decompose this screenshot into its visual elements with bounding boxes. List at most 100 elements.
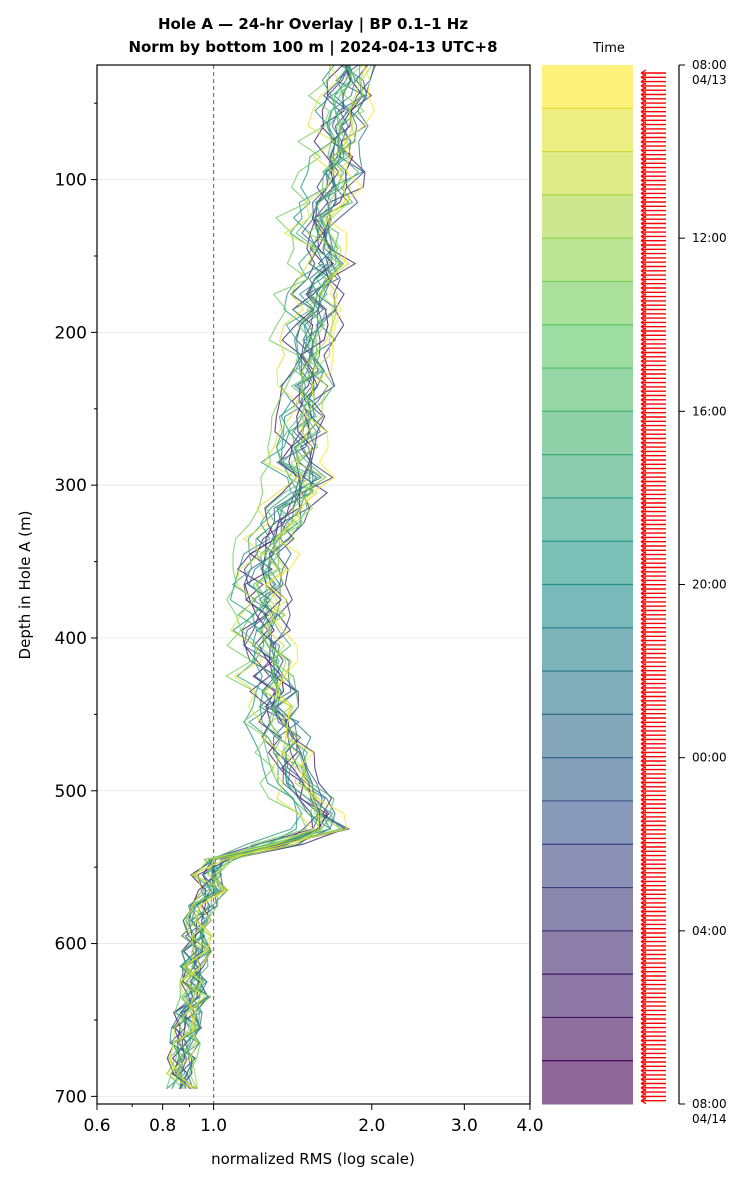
time-marker-arrow [640, 353, 647, 361]
time-marker-arrow [640, 804, 647, 812]
colorbar-time-markers [640, 69, 666, 1105]
time-marker-arrow [640, 400, 647, 408]
time-marker-arrow [640, 164, 647, 172]
time-marker-arrow [640, 250, 647, 258]
time-marker-arrow [640, 69, 647, 77]
time-marker-arrow [640, 1019, 647, 1027]
time-marker-arrow [640, 869, 647, 877]
time-marker-arrow [640, 155, 647, 163]
time-marker-arrow [640, 258, 647, 266]
time-marker-arrow [640, 839, 647, 847]
time-marker-arrow [640, 864, 647, 873]
time-marker-arrow [640, 895, 647, 903]
time-marker-arrow [640, 589, 647, 597]
time-marker-arrow [640, 662, 647, 670]
time-marker-arrow [640, 882, 647, 890]
time-marker-arrow [640, 890, 647, 898]
colorbar-band-21 [542, 930, 633, 975]
time-marker-arrow [640, 138, 647, 146]
time-marker-arrow [640, 1092, 647, 1100]
time-marker-arrow [640, 619, 647, 627]
time-marker-arrow [640, 1067, 647, 1075]
time-marker-arrow [640, 262, 647, 271]
time-marker-arrow [640, 611, 647, 619]
series-line-11 [166, 64, 375, 1090]
time-marker-arrow [640, 465, 647, 473]
colorbar-band-13 [542, 584, 633, 629]
colorbar-band-9 [542, 411, 633, 456]
time-marker-arrow [640, 90, 647, 99]
time-marker-arrow [640, 271, 647, 279]
colorbar-tick-label: 04/13 [692, 73, 727, 87]
colorbar-bands [542, 65, 633, 1105]
time-marker-arrow [640, 993, 647, 1002]
time-marker-arrow [640, 624, 647, 632]
time-marker-arrow [640, 142, 647, 150]
time-marker-arrow [640, 830, 647, 838]
time-marker-arrow [640, 1054, 647, 1062]
x-tick-label-1.0: 1.0 [200, 1116, 227, 1136]
time-marker-arrow [640, 688, 647, 696]
time-marker-arrow [640, 284, 647, 292]
time-marker-arrow [640, 340, 647, 348]
chart-title-line1: Hole A — 24-hr Overlay | BP 0.1–1 Hz [158, 15, 468, 34]
time-marker-arrow [640, 503, 647, 511]
time-marker-arrow [640, 520, 647, 529]
time-marker-arrow [640, 366, 647, 374]
colorbar-tick-label: 04:00 [692, 924, 727, 938]
time-marker-arrow [640, 1084, 647, 1092]
time-marker-arrow [640, 920, 647, 928]
time-marker-arrow [640, 1006, 647, 1014]
time-marker-arrow [640, 942, 647, 950]
time-marker-arrow [640, 275, 647, 283]
time-marker-arrow [640, 774, 647, 782]
time-marker-arrow [640, 787, 647, 795]
time-marker-arrow [640, 301, 647, 309]
time-marker-arrow [640, 912, 647, 920]
time-marker-arrow [640, 860, 647, 868]
time-marker-arrow [640, 873, 647, 881]
time-marker-arrow [640, 740, 647, 748]
time-marker-arrow [640, 950, 647, 959]
y-tick-label-300: 300 [55, 476, 87, 496]
time-marker-arrow [640, 714, 647, 722]
time-colorbar: Time 08:0004/1312:0016:0020:0000:0004:00… [542, 41, 727, 1126]
time-marker-arrow [640, 361, 647, 369]
y-axis-label: Depth in Hole A (m) [16, 511, 34, 660]
time-marker-arrow [640, 387, 647, 395]
time-marker-arrow [640, 417, 647, 425]
time-marker-arrow [640, 426, 647, 434]
time-marker-arrow [640, 705, 647, 713]
time-marker-arrow [640, 856, 647, 864]
time-marker-arrow [640, 103, 647, 111]
time-marker-arrow [640, 834, 647, 842]
colorbar-band-8 [542, 368, 633, 412]
series-line-18 [166, 64, 359, 1089]
time-marker-arrow [640, 344, 647, 352]
time-marker-arrow [640, 723, 647, 731]
time-marker-arrow [640, 972, 647, 980]
time-marker-arrow [640, 576, 647, 584]
time-marker-arrow [640, 473, 647, 481]
time-marker-arrow [640, 847, 647, 855]
time-marker-arrow [640, 542, 647, 550]
colorbar-title: Time [592, 41, 625, 56]
time-marker-arrow [640, 692, 647, 701]
time-marker-arrow [640, 529, 647, 537]
time-marker-arrow [640, 254, 647, 262]
time-marker-arrow [640, 602, 647, 610]
series-line-19 [179, 64, 331, 1089]
time-marker-arrow [640, 933, 647, 941]
time-marker-arrow [640, 533, 647, 541]
time-marker-arrow [640, 1002, 647, 1010]
time-marker-arrow [640, 585, 647, 593]
y-tick-label-100: 100 [55, 171, 87, 191]
time-marker-arrow [640, 701, 647, 709]
time-marker-arrow [640, 671, 647, 679]
time-marker-arrow [640, 86, 647, 94]
time-marker-arrow [640, 761, 647, 769]
time-marker-arrow [640, 955, 647, 963]
time-marker-arrow [640, 422, 647, 430]
time-marker-arrow [640, 452, 647, 460]
time-marker-arrow [640, 929, 647, 937]
